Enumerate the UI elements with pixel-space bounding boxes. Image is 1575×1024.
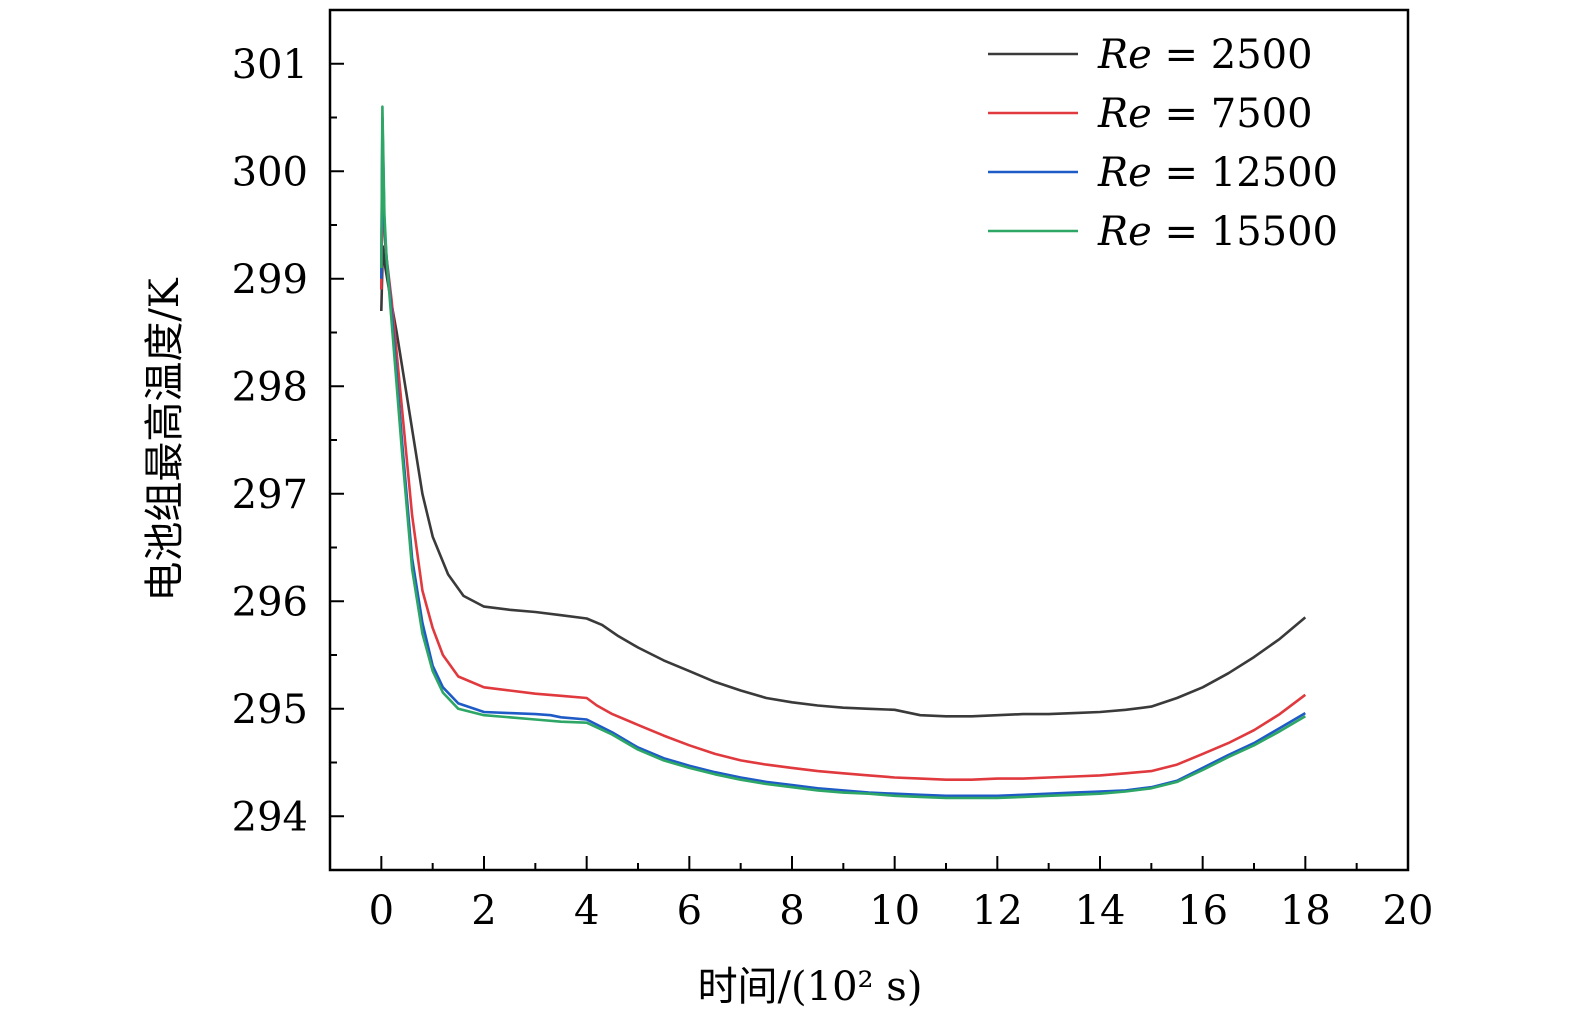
x-tick-label: 16 <box>1177 888 1228 934</box>
legend: Re = 2500 Re = 7500 Re = 12500 Re = 15500 <box>988 32 1338 255</box>
y-tick-label: 299 <box>232 257 308 303</box>
series-line-1 <box>380 245 1307 718</box>
x-tick-label: 10 <box>869 888 920 934</box>
series-lines <box>380 105 1307 800</box>
x-tick-label: 2 <box>471 888 496 934</box>
x-axis-title: 时间/(10² s) <box>698 964 923 1010</box>
y-axis: 294 295 296 297 298 299 300 301 <box>232 9 344 871</box>
x-tick-label: 12 <box>972 888 1023 934</box>
y-tick-label: 297 <box>232 472 308 518</box>
x-tick-label: 18 <box>1280 888 1331 934</box>
x-tick-label: 4 <box>574 888 599 934</box>
y-tick-label: 295 <box>232 687 308 733</box>
y-tick-label: 296 <box>232 579 308 625</box>
series-line-2 <box>380 137 1307 782</box>
legend-label: Re = 12500 <box>1097 150 1338 196</box>
y-tick-label: 301 <box>232 42 308 88</box>
legend-label: Re = 2500 <box>1097 32 1313 78</box>
x-tick-label: 0 <box>369 888 394 934</box>
x-tick-label: 20 <box>1383 888 1434 934</box>
x-tick-label: 14 <box>1075 888 1126 934</box>
plot-frame <box>328 8 1410 872</box>
y-tick-label: 294 <box>232 794 308 840</box>
legend-label: Re = 7500 <box>1097 91 1313 137</box>
x-tick-label: 6 <box>677 888 702 934</box>
x-tick-label: 8 <box>779 888 804 934</box>
x-axis: 0 2 4 6 8 10 12 14 16 18 20 <box>329 856 1434 934</box>
series-line-4 <box>380 105 1306 800</box>
y-tick-label: 300 <box>232 149 308 195</box>
series-line-3 <box>380 116 1306 798</box>
y-tick-label: 298 <box>232 364 308 410</box>
y-axis-title: 电池组最高温度/K <box>142 277 188 601</box>
legend-label: Re = 15500 <box>1097 209 1338 255</box>
